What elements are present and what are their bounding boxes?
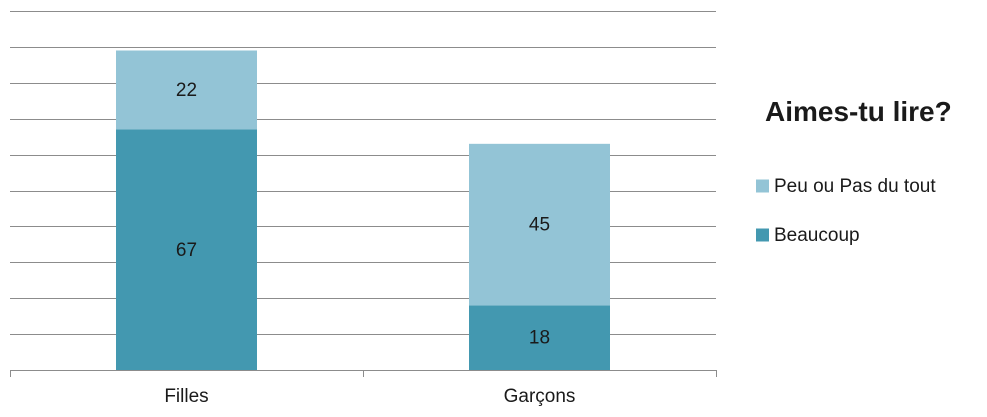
bars bbox=[116, 50, 610, 370]
data-label-garcons-beaucoup: 18 bbox=[529, 328, 550, 349]
data-labels: 67 22 18 45 bbox=[176, 80, 550, 349]
legend-label-peu-ou-pas-du-tout: Peu ou Pas du tout bbox=[774, 176, 936, 197]
legend-label-beaucoup: Beaucoup bbox=[774, 225, 860, 246]
data-label-filles-peu-ou-pas-du-tout: 22 bbox=[176, 80, 197, 101]
gridlines bbox=[10, 11, 716, 371]
chart-title: Aimes-tu lire? bbox=[765, 96, 952, 127]
data-label-filles-beaucoup: 67 bbox=[176, 240, 197, 261]
bar-garcons-peu-ou-pas-du-tout bbox=[469, 143, 610, 306]
bar-filles-peu-ou-pas-du-tout bbox=[116, 50, 257, 130]
legend-swatch-peu-ou-pas-du-tout bbox=[756, 179, 769, 193]
data-label-garcons-peu-ou-pas-du-tout: 45 bbox=[529, 215, 550, 236]
bar-filles-beaucoup bbox=[116, 129, 257, 370]
legend-swatch-beaucoup bbox=[756, 228, 769, 242]
x-axis: Filles Garçons bbox=[10, 370, 717, 407]
bar-garcons-beaucoup bbox=[469, 305, 610, 370]
legend: Peu ou Pas du tout Beaucoup bbox=[756, 176, 936, 246]
x-tick-label-filles: Filles bbox=[164, 386, 208, 407]
x-tick-label-garcons: Garçons bbox=[504, 386, 576, 407]
